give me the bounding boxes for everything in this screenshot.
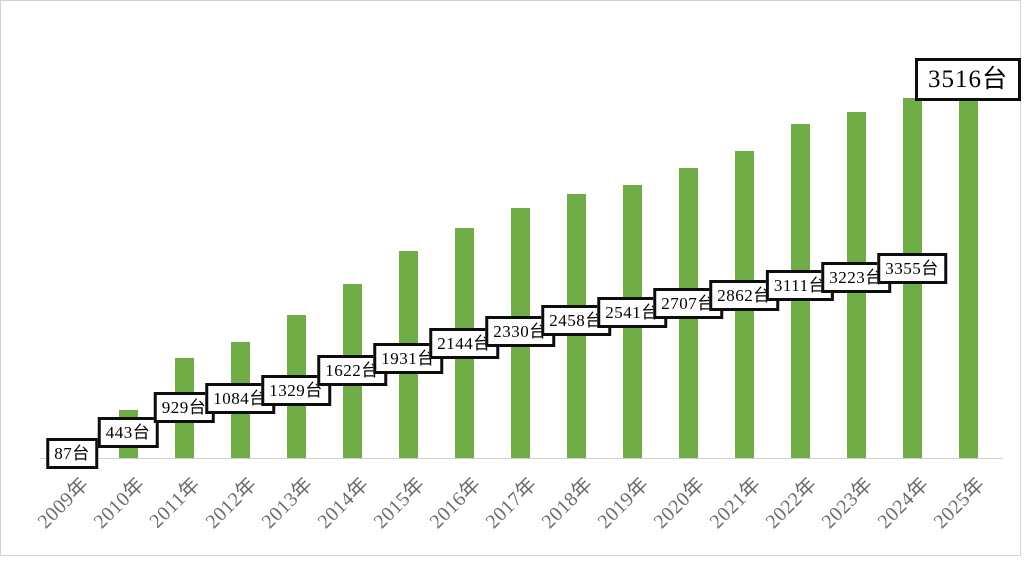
x-axis-label: 2010年: [89, 473, 149, 534]
data-label: 1329台: [261, 375, 331, 406]
x-axis-label: 2017年: [481, 473, 541, 534]
x-axis-label: 2018年: [537, 473, 597, 534]
data-label: 87台: [46, 438, 98, 469]
data-label: 2541台: [597, 297, 667, 328]
data-label: 929台: [153, 392, 215, 423]
x-axis-label: 2011年: [145, 473, 205, 533]
data-label: 443台: [97, 417, 159, 448]
x-axis-label: 2020年: [649, 473, 709, 534]
x-axis-label: 2024年: [873, 473, 933, 534]
data-label: 3355台: [877, 253, 947, 284]
x-axis-line: [40, 458, 1003, 459]
x-axis-label: 2023年: [817, 473, 877, 534]
x-axis-label: 2014年: [313, 473, 373, 534]
x-axis-label: 2021年: [705, 473, 765, 534]
data-label-final: 3516台: [914, 58, 1022, 101]
data-label: 1622台: [317, 355, 387, 386]
x-axis-label: 2016年: [425, 473, 485, 534]
x-axis-label: 2015年: [369, 473, 429, 534]
x-axis-label: 2013年: [257, 473, 317, 534]
x-axis-label: 2012年: [201, 473, 261, 534]
x-axis-label: 2022年: [761, 473, 821, 534]
bar: [958, 81, 978, 458]
x-axis-label: 2019年: [593, 473, 653, 534]
x-axis-label: 2025年: [929, 473, 989, 534]
x-axis-label: 2009年: [33, 473, 93, 534]
